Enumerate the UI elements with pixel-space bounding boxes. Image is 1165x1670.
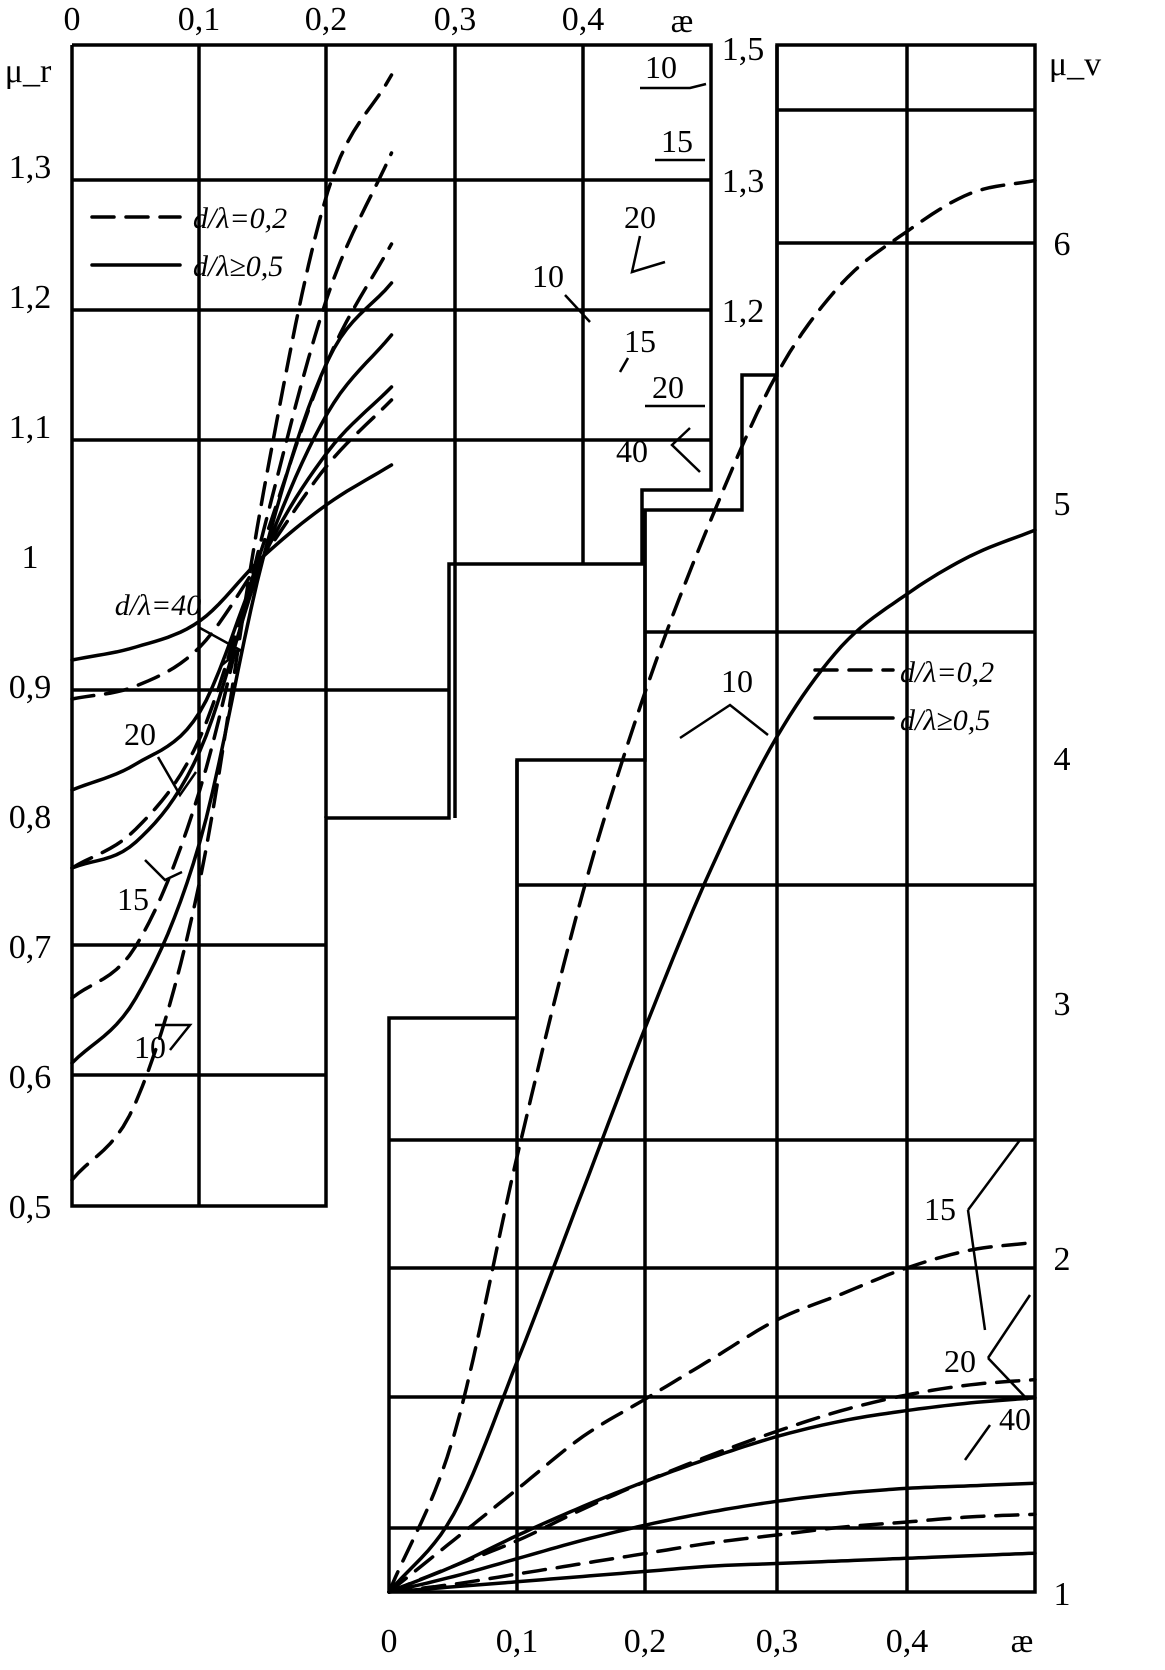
right-y-tick: 6 (1054, 226, 1071, 263)
leader-line (986, 1294, 1032, 1359)
left-y-tick: 1,2 (9, 279, 52, 316)
leader-line (156, 756, 198, 798)
right-x-axis-label: æ (1011, 1623, 1034, 1660)
left-y-tick-right: 1,3 (722, 163, 765, 200)
left-y-tick: 0,7 (9, 929, 52, 966)
right-x-tick: 0,4 (886, 1623, 929, 1660)
left-label-40: 40 (616, 433, 648, 469)
grid-frames (70, 43, 1037, 1594)
right-y-tick: 3 (1054, 986, 1071, 1023)
left-x-tick: 0,3 (434, 1, 477, 38)
left-label-dashed-15: 15 (661, 123, 693, 159)
left-x-axis-label: æ (671, 3, 694, 40)
left-curve-solid-40 (70, 463, 394, 662)
right-x-tick: 0,3 (756, 1623, 799, 1660)
right-legend-dashed-label: d/λ=0,2 (900, 656, 994, 689)
left-label-solid-20: 20 (652, 369, 684, 405)
left-x-tick: 0,2 (305, 1, 348, 38)
label-leaders (144, 82, 1032, 1461)
right-legend-solid-label: d/λ≥0,5 (900, 704, 990, 737)
right-x-tick: 0 (381, 1623, 398, 1660)
left-label-dashed-20: 20 (624, 199, 656, 235)
left-frame (70, 43, 713, 1208)
leader-line (966, 1209, 987, 1331)
right-curve-solid-10 (387, 528, 1037, 1594)
left-x-tick: 0,1 (178, 1, 221, 38)
left-curve-solid-20 (70, 385, 394, 792)
left-legend-dashed-label: d/λ=0,2 (193, 202, 287, 235)
right-x-tick: 0,2 (624, 1623, 667, 1660)
left-y-tick: 0,5 (9, 1189, 52, 1226)
right-curve-solid-40 (387, 1551, 1037, 1594)
left-label-low-10: 10 (134, 1029, 166, 1065)
right-label-15: 15 (924, 1191, 956, 1227)
left-y-tick: 0,8 (9, 799, 52, 836)
left-y-tick: 0,6 (9, 1059, 52, 1096)
right-label-10: 10 (721, 663, 753, 699)
left-curve-dashed-20 (70, 242, 394, 870)
left-y-tick: 0,9 (9, 669, 52, 706)
left-y-tick: 1,3 (9, 149, 52, 186)
left-y-axis-label: μ_r (5, 53, 52, 90)
leader-line (564, 294, 591, 323)
left-x-tick: 0,4 (562, 1, 605, 38)
right-curve-dashed-15 (387, 1240, 1037, 1594)
leader-line (987, 1357, 1029, 1401)
left-curve-dashed-15 (70, 151, 394, 1000)
leader-line (679, 703, 769, 740)
right-curve-dashed-10 (387, 178, 1037, 1594)
left-x-tick: 0 (64, 1, 81, 38)
right-curve-solid-20 (387, 1481, 1037, 1594)
right-curve-dashed-20 (387, 1377, 1037, 1594)
left-legend-solid-label: d/λ≥0,5 (193, 250, 283, 283)
leader-line (144, 859, 183, 882)
left-label-solid-15: 15 (624, 323, 656, 359)
leader-line (640, 82, 707, 90)
right-curve-solid-15 (387, 1396, 1037, 1594)
leader-line (618, 357, 630, 373)
right-label-20: 20 (944, 1343, 976, 1379)
left-curve-solid-10 (70, 281, 394, 1065)
leader-line (155, 1023, 193, 1051)
leader-line (670, 427, 701, 473)
right-y-tick: 2 (1054, 1241, 1071, 1278)
leader-line (199, 626, 243, 666)
right-label-40: 40 (999, 1401, 1031, 1437)
left-label-dashed-10: 10 (645, 49, 677, 85)
right-y-axis-label: μ_v (1049, 46, 1101, 83)
right-x-tick: 0,1 (496, 1623, 539, 1660)
left-label-low-15: 15 (117, 881, 149, 917)
chart-curves (70, 73, 1037, 1594)
left-label-d-lambda-40: d/λ=40 (115, 589, 202, 622)
right-curve-dashed-40 (387, 1512, 1037, 1594)
right-y-tick: 1 (1054, 1576, 1071, 1613)
left-y-tick: 1,1 (9, 409, 52, 446)
left-y-tick: 1 (22, 539, 39, 576)
leader-line (966, 1139, 1022, 1211)
chart-labels: 0 0,1 0,2 0,3 0,4 æ 0,5 0,6 0,7 0,8 0,9 1 1,1 1,2 1,3 μ… (5, 1, 1101, 1660)
right-y-tick: 4 (1054, 741, 1071, 778)
leader-line (963, 1424, 992, 1461)
left-curve-dashed-10 (70, 73, 394, 1182)
leader-line (630, 235, 666, 274)
left-label-low-20: 20 (124, 716, 156, 752)
left-label-solid-10: 10 (532, 258, 564, 294)
left-y-tick-right: 1,5 (722, 31, 765, 68)
left-y-tick-right: 1,2 (722, 293, 765, 330)
right-y-tick: 5 (1054, 486, 1071, 523)
left-curve-dashed-40 (70, 398, 394, 701)
